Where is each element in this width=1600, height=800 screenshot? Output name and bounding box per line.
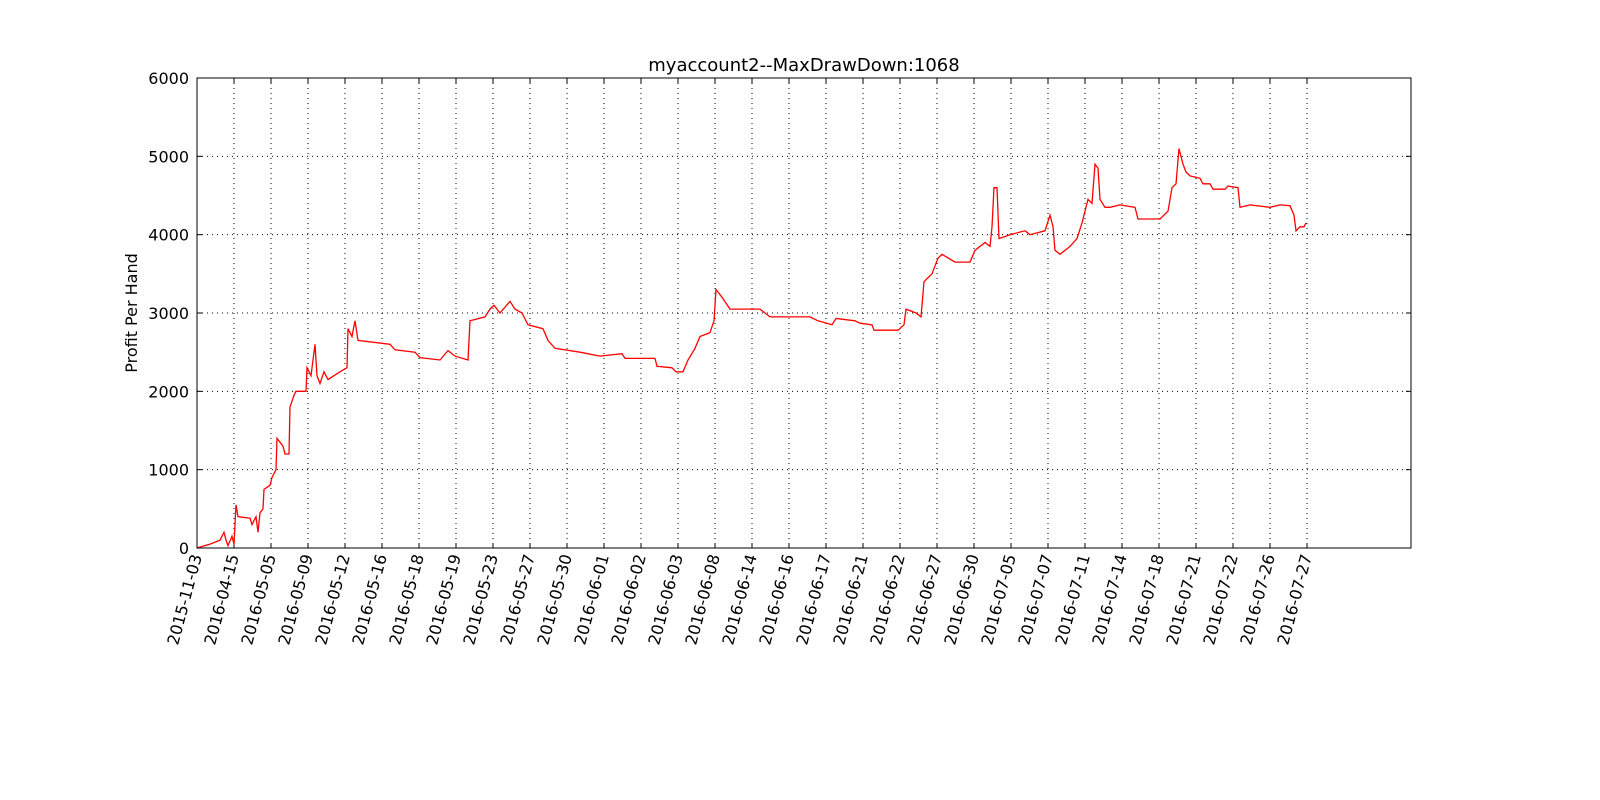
chart-title: myaccount2--MaxDrawDown:1068 bbox=[648, 55, 959, 76]
line-series bbox=[196, 148, 1307, 549]
y-tick-label: 0 bbox=[179, 539, 189, 558]
y-tick-label: 3000 bbox=[148, 304, 189, 323]
y-axis-label: Profit Per Hand bbox=[122, 253, 141, 373]
y-tick-label: 5000 bbox=[148, 147, 189, 166]
y-tick-label: 1000 bbox=[148, 461, 189, 480]
y-tick-label: 2000 bbox=[148, 382, 189, 401]
y-tick-label: 4000 bbox=[148, 226, 189, 245]
plot-frame bbox=[196, 77, 1412, 549]
y-tick-label: 6000 bbox=[148, 69, 189, 88]
